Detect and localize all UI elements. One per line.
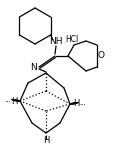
Text: H: H — [43, 136, 49, 145]
Text: ...: ... — [4, 97, 11, 103]
Text: H: H — [11, 96, 17, 106]
Text: NH: NH — [49, 37, 63, 47]
Text: H: H — [73, 100, 79, 109]
Text: O: O — [98, 51, 105, 61]
Text: ...: ... — [79, 100, 86, 106]
Text: HCl: HCl — [65, 35, 78, 45]
Text: N: N — [30, 64, 37, 72]
